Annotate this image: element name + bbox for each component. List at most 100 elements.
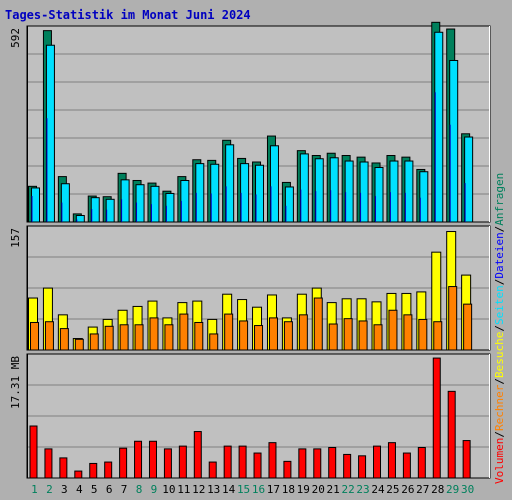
legend-item: Besuche xyxy=(493,332,506,378)
legend-item: Seiten xyxy=(493,285,506,325)
bar-files xyxy=(31,187,40,223)
bar-sites xyxy=(194,321,204,351)
bar-sites xyxy=(418,318,428,351)
bar-sites xyxy=(119,324,129,351)
bar-files xyxy=(314,158,324,223)
bar-files xyxy=(210,163,220,223)
bar-files xyxy=(105,198,115,223)
legend-separator: / xyxy=(493,279,506,286)
bar-kbytes xyxy=(89,462,98,479)
y-max-label-hits: 592 xyxy=(9,28,22,48)
x-tick-label: 2 xyxy=(46,483,53,496)
x-tick-label: 25 xyxy=(386,483,399,496)
x-tick-label: 27 xyxy=(416,483,429,496)
bar-files xyxy=(60,183,70,223)
bar-sites xyxy=(328,323,338,351)
bar-sites xyxy=(30,321,39,351)
bar-files xyxy=(180,179,190,223)
legend-text: Volumen/Rechner/Besuche/Seiten/Dateien/A… xyxy=(493,173,506,484)
bar-files xyxy=(135,184,145,223)
legend-item: Rechner xyxy=(493,384,506,431)
x-tick-label: 11 xyxy=(177,483,190,496)
bar-sites xyxy=(388,309,398,351)
bar-kbytes xyxy=(223,445,232,479)
bar-kbytes xyxy=(343,453,352,479)
bar-sites xyxy=(254,325,264,351)
chart-title: Tages-Statistik im Monat Juni 2024 xyxy=(5,8,251,22)
bar-kbytes xyxy=(163,448,172,479)
bar-sites xyxy=(358,320,368,351)
bar-kbytes xyxy=(59,457,68,479)
x-tick-label: 16 xyxy=(252,483,265,496)
bar-files xyxy=(284,186,294,223)
bar-sites xyxy=(179,313,189,351)
x-axis-day-labels: 1 2 3 4 5 6 7 8 9 10 11 12 13 14 15 16 17 18 19 20 21 22 23 24 2… xyxy=(31,483,474,496)
bar-files xyxy=(464,136,474,223)
x-tick-label: 29 xyxy=(446,483,459,496)
bar-kbytes xyxy=(432,357,441,479)
bar-sites xyxy=(283,321,293,351)
bar-files xyxy=(165,192,175,223)
bar-kbytes xyxy=(373,445,382,479)
bar-sites xyxy=(433,321,443,351)
bar-files xyxy=(374,167,384,223)
bar-files xyxy=(120,179,130,223)
x-tick-label: 1 xyxy=(31,483,38,496)
legend-item: Anfragen xyxy=(493,173,506,226)
x-tick-label: 10 xyxy=(162,483,175,496)
bar-kbytes xyxy=(238,445,247,479)
bar-files xyxy=(299,153,309,223)
bar-kbytes xyxy=(29,425,38,479)
bar-kbytes xyxy=(313,448,322,479)
bar-sites xyxy=(343,318,353,351)
x-tick-label: 9 xyxy=(151,483,158,496)
bar-kbytes xyxy=(104,461,113,479)
legend-item: Volumen xyxy=(493,438,506,484)
bar-files xyxy=(419,171,429,223)
bar-files xyxy=(359,161,369,223)
bar-sites xyxy=(373,324,383,351)
x-tick-label: 8 xyxy=(136,483,143,496)
bar-files xyxy=(195,163,205,223)
legend-separator: / xyxy=(493,226,506,233)
bar-kbytes xyxy=(208,461,217,479)
bar-files xyxy=(240,163,250,223)
bar-kbytes xyxy=(283,460,292,479)
bar-kbytes xyxy=(387,442,396,479)
x-tick-label: 24 xyxy=(371,483,385,496)
x-tick-label: 22 xyxy=(341,483,354,496)
bar-files xyxy=(150,185,160,223)
bar-files xyxy=(255,164,265,223)
bar-kbytes xyxy=(134,440,143,479)
x-tick-label: 28 xyxy=(431,483,444,496)
x-tick-label: 30 xyxy=(461,483,474,496)
x-tick-label: 13 xyxy=(207,483,220,496)
x-tick-label: 17 xyxy=(267,483,280,496)
bar-kbytes xyxy=(44,448,53,479)
bar-kbytes xyxy=(74,470,83,479)
bar-sites xyxy=(104,325,114,351)
legend-separator: / xyxy=(493,325,506,332)
bar-files xyxy=(344,160,354,223)
bar-sites xyxy=(224,313,234,351)
bar-sites xyxy=(164,324,174,351)
bar-files xyxy=(329,157,339,223)
bar-sites xyxy=(298,314,308,351)
bar-kbytes xyxy=(148,440,157,479)
bar-kbytes xyxy=(402,452,411,479)
panel-hits-files-pages xyxy=(26,21,491,223)
bar-sites xyxy=(313,297,323,351)
x-tick-label: 18 xyxy=(282,483,295,496)
bar-kbytes xyxy=(268,442,277,479)
x-tick-label: 7 xyxy=(121,483,128,496)
bar-kbytes xyxy=(193,431,202,479)
bar-kbytes xyxy=(462,440,471,479)
bar-kbytes xyxy=(119,447,128,479)
y-max-label-visits: 157 xyxy=(9,228,22,248)
y-max-label-kbytes: 17.31 MB xyxy=(9,356,22,409)
x-tick-label: 4 xyxy=(76,483,83,496)
bar-files xyxy=(269,145,279,223)
bar-sites xyxy=(268,317,278,351)
bar-sites xyxy=(44,321,54,351)
